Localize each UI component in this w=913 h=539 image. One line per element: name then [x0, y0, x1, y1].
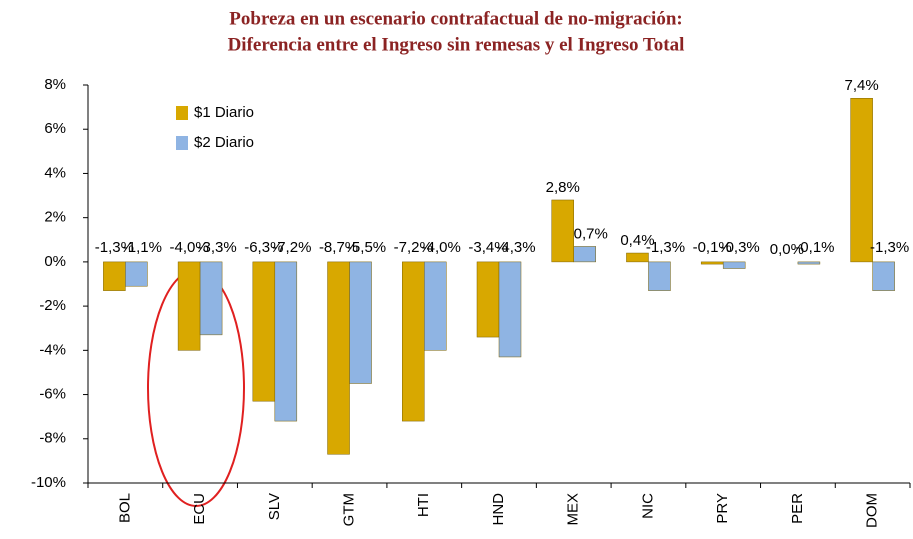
data-label: -6,3%	[244, 239, 283, 256]
x-tick-label: MEX	[565, 493, 582, 526]
x-tick-label: NIC	[639, 493, 656, 519]
bar	[402, 261, 425, 422]
legend-label: $2 Diario	[194, 134, 254, 151]
x-tick-label: GTM	[341, 493, 358, 526]
bar	[177, 261, 201, 351]
data-label: -5,5%	[347, 239, 386, 256]
data-label: -1,3%	[870, 239, 909, 256]
data-label: 0,4%	[620, 232, 654, 249]
data-label: 0,7%	[574, 225, 608, 242]
x-tick-label: PER	[789, 493, 806, 524]
data-label: -0,1%	[693, 239, 732, 256]
legend-swatch	[176, 106, 188, 120]
bar	[327, 261, 350, 455]
data-label: -4,0%	[169, 239, 208, 256]
x-tick-label: PRY	[714, 493, 731, 524]
data-label: 7,4%	[845, 77, 879, 94]
data-label: -0,3%	[721, 239, 760, 256]
bar	[573, 246, 596, 263]
bar	[476, 261, 500, 338]
x-tick-label: HND	[490, 493, 507, 526]
y-tick-label: 0%	[44, 253, 66, 270]
data-label: -1,1%	[123, 239, 162, 256]
data-label: -8,7%	[319, 239, 358, 256]
bar	[648, 261, 671, 291]
bar	[349, 261, 372, 384]
bar	[274, 261, 298, 422]
bar	[551, 199, 574, 263]
bar	[797, 261, 821, 265]
y-tick-label: 8%	[44, 76, 66, 93]
data-label: -1,3%	[95, 239, 134, 256]
x-tick-label: SLV	[266, 493, 283, 520]
y-tick-label: -2%	[39, 297, 66, 314]
bar	[722, 261, 746, 269]
x-tick-label: DOM	[864, 493, 881, 528]
y-tick-label: -6%	[39, 386, 66, 403]
data-label: 2,8%	[546, 179, 580, 196]
bar	[872, 261, 895, 291]
y-tick-label: 6%	[44, 120, 66, 137]
bar	[700, 261, 724, 265]
bar	[125, 261, 148, 287]
data-label: -7,2%	[272, 239, 311, 256]
data-label: -7,2%	[394, 239, 433, 256]
x-tick-label: BOL	[116, 493, 133, 523]
bar	[498, 261, 522, 358]
y-tick-label: -4%	[39, 341, 66, 358]
bar	[424, 261, 447, 351]
bar	[850, 98, 873, 263]
legend-label: $1 Diario	[194, 104, 254, 121]
x-tick-label: HTI	[415, 493, 432, 517]
data-label: -4,0%	[422, 239, 461, 256]
data-label: 0,0%	[770, 241, 804, 258]
data-label: -4,3%	[496, 239, 535, 256]
data-label: -3,4%	[468, 239, 507, 256]
data-label: -1,3%	[646, 239, 685, 256]
y-tick-label: -8%	[39, 430, 66, 447]
chart-title: Pobreza en un escenario contrafactual de…	[229, 8, 682, 29]
y-tick-label: 2%	[44, 209, 66, 226]
bar	[252, 261, 276, 402]
y-tick-label: 4%	[44, 164, 66, 181]
bar	[103, 261, 126, 291]
y-tick-label: -10%	[31, 474, 66, 491]
x-tick-label: ECU	[191, 493, 208, 525]
data-label: -0,1%	[795, 239, 834, 256]
chart-title: Diferencia entre el Ingreso sin remesas …	[228, 34, 685, 55]
legend-swatch	[176, 136, 188, 150]
data-label: -3,3%	[197, 239, 236, 256]
bar	[199, 261, 223, 336]
bar	[626, 252, 649, 263]
